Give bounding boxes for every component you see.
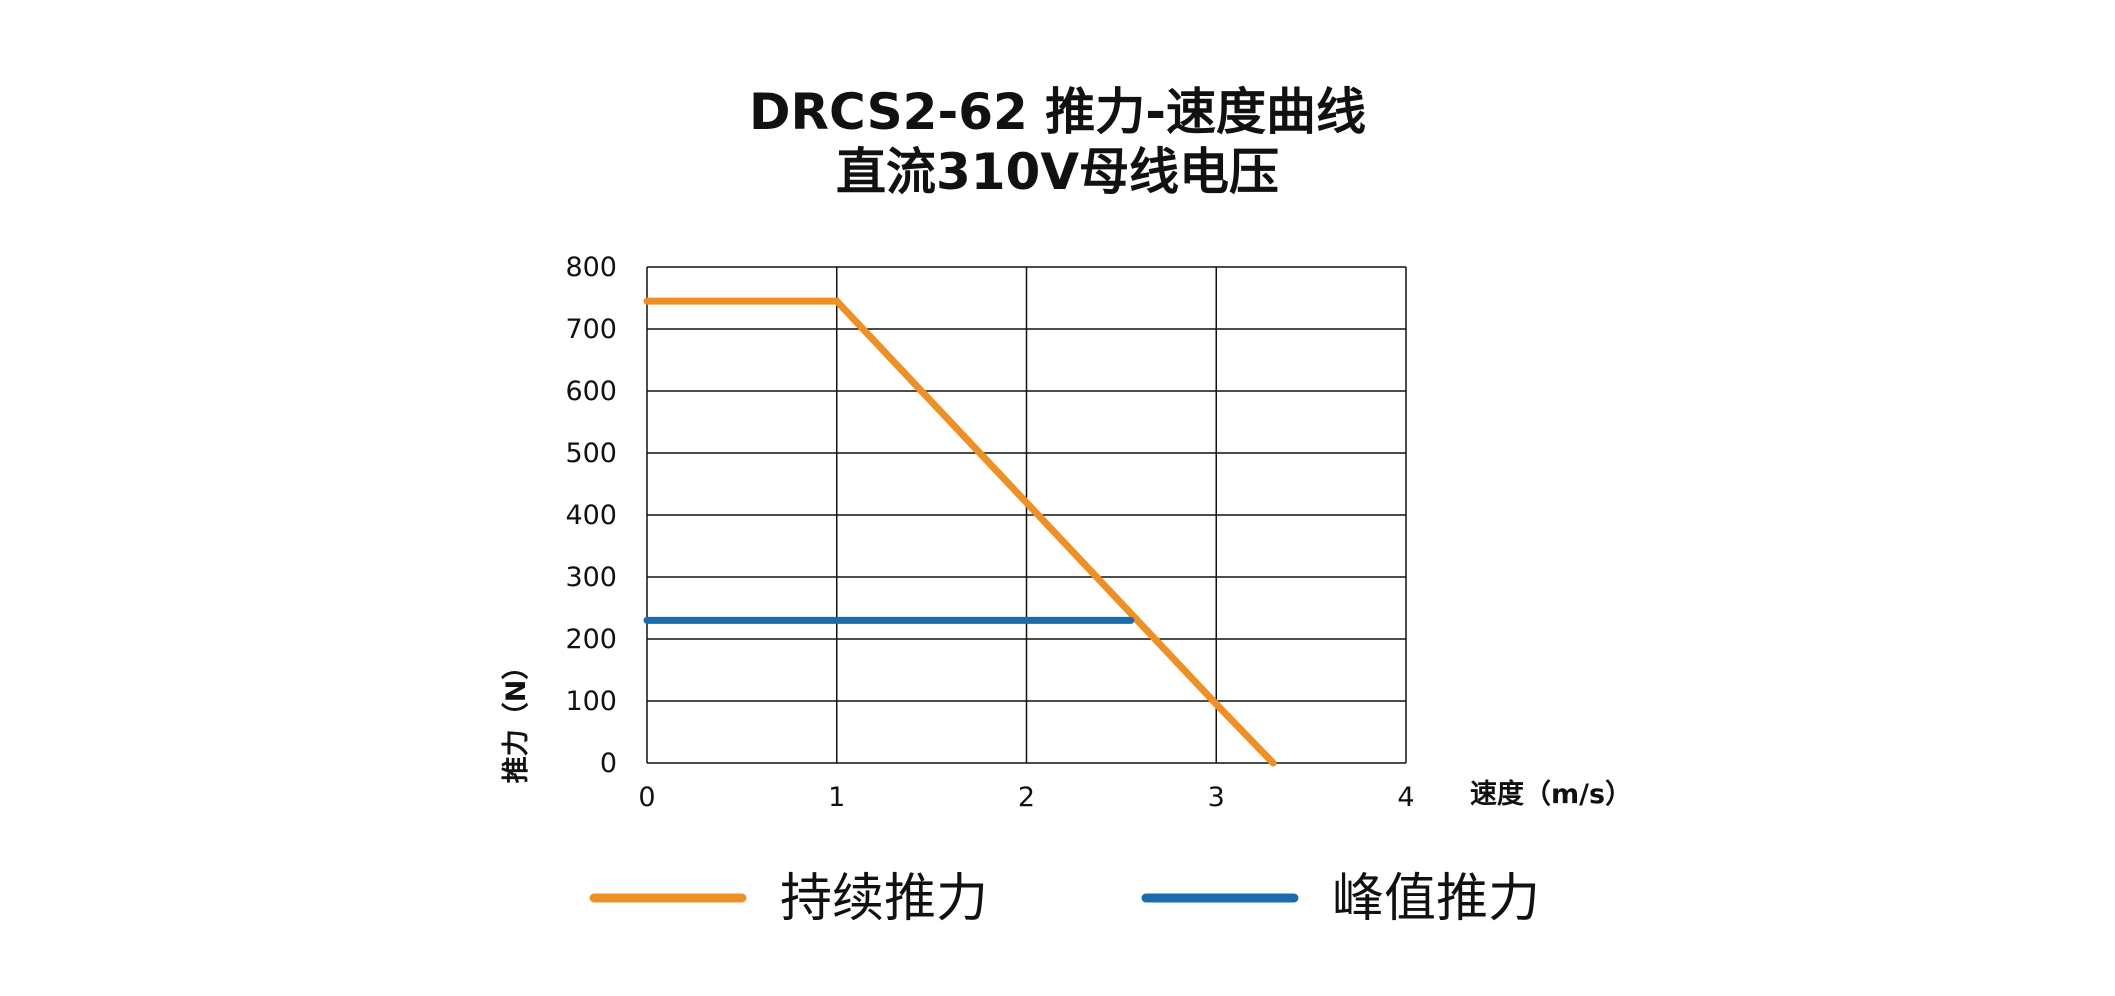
series-line-1 <box>643 297 1277 767</box>
x-tick-label: 4 <box>1397 782 1414 813</box>
legend-label: 峰值推力 <box>1332 869 1540 929</box>
x-tick-labels: 0 1 2 3 4 <box>638 782 1414 813</box>
y-tick-label: 500 <box>565 438 617 469</box>
y-tick-label: 0 <box>600 748 617 779</box>
y-tick-label: 300 <box>565 562 617 593</box>
y-tick-label: 200 <box>565 624 617 655</box>
y-tick-label: 100 <box>565 686 617 717</box>
chart-title: DRCS2-62 推力-速度曲线 <box>749 83 1366 141</box>
x-axis-label: 速度（m/s） <box>1470 778 1632 810</box>
x-tick-label: 0 <box>638 782 655 813</box>
x-tick-label: 1 <box>828 782 845 813</box>
y-tick-label: 600 <box>565 376 617 407</box>
y-tick-label: 700 <box>565 314 617 345</box>
y-tick-labels: 0 100 200 300 400 500 600 700 800 <box>565 252 617 779</box>
legend-label: 持续推力 <box>780 869 988 929</box>
y-tick-label: 400 <box>565 500 617 531</box>
chart-subtitle: 直流310V母线电压 <box>835 143 1280 201</box>
x-tick-label: 2 <box>1018 782 1035 813</box>
y-tick-label: 800 <box>565 252 617 283</box>
series-lines <box>643 297 1277 767</box>
y-axis-label: 推力（N） <box>501 653 532 784</box>
grid <box>646 266 1407 764</box>
x-tick-label: 3 <box>1208 782 1225 813</box>
legend: 持续推力 峰值推力 <box>589 869 1540 929</box>
